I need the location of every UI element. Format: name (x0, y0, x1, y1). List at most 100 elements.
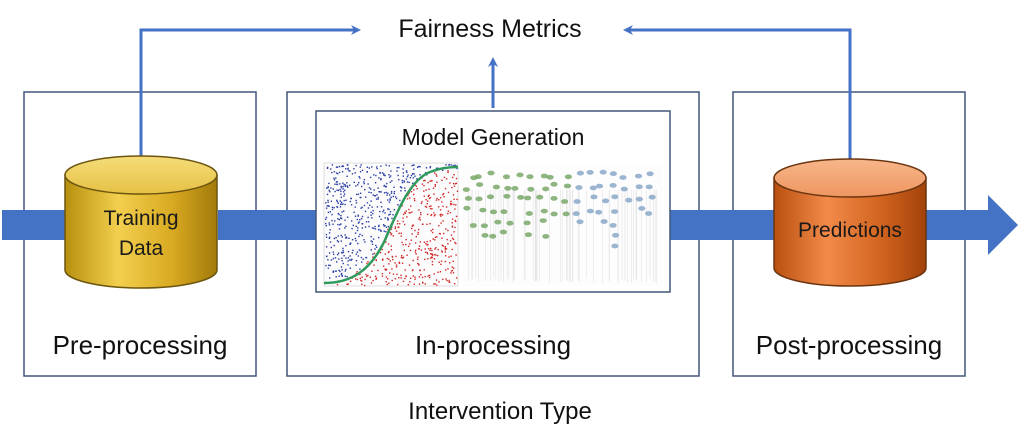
scatter-dot (456, 198, 458, 201)
scatter-dot (335, 270, 337, 272)
scatter-dot (434, 172, 436, 174)
scatter-dot (363, 179, 366, 181)
scatter-dot (430, 205, 432, 207)
scatter-dot (377, 198, 379, 200)
scatter-dot (376, 167, 378, 170)
scatter-dot (337, 212, 339, 215)
scatter-dot (339, 200, 341, 202)
scatter-dot (399, 199, 401, 202)
scatter-dot (375, 277, 378, 279)
scatter-dot (337, 252, 340, 254)
scatter-dot (389, 175, 392, 177)
scatter-dot (386, 217, 389, 219)
scatter-dot (455, 220, 457, 223)
scatter-dot (344, 270, 346, 272)
scatter-dot (393, 209, 396, 211)
scatter-dot (442, 278, 444, 281)
scatter-dot (395, 266, 398, 268)
scatter-dot (347, 167, 349, 170)
scatter-dot (420, 273, 422, 276)
scatter-dot (455, 242, 457, 245)
scatter-dot (340, 201, 343, 203)
scatter-dot (350, 259, 352, 261)
scatter-dot (444, 247, 446, 249)
scatter-dot (355, 264, 357, 266)
scatter-dot (431, 231, 434, 234)
tree-node (564, 174, 573, 180)
tree-node (638, 206, 646, 211)
scatter-dot (366, 202, 369, 204)
tree-node (646, 171, 654, 177)
tree-node (611, 194, 619, 200)
scatter-dot (353, 181, 355, 183)
scatter-dot (386, 194, 388, 196)
scatter-dot (379, 210, 381, 213)
scatter-dot (353, 211, 355, 213)
tree-node (542, 186, 550, 192)
tree-node (561, 199, 569, 204)
scatter-dot (440, 263, 442, 265)
scatter-dot (453, 174, 455, 176)
scatter-dot (402, 175, 404, 177)
tree-node (487, 170, 495, 176)
scatter-dot (420, 202, 423, 205)
scatter-dot (439, 197, 442, 199)
scatter-dot (442, 205, 444, 208)
scatter-dot (435, 173, 437, 176)
scatter-dot (375, 246, 378, 248)
scatter-dot (325, 218, 327, 220)
scatter-dot (385, 281, 387, 283)
scatter-dot (339, 224, 341, 226)
scatter-dot (404, 189, 406, 192)
scatter-dot (418, 209, 420, 211)
scatter-dot (332, 223, 334, 225)
scatter-dot (436, 236, 438, 238)
scatter-dot (425, 189, 427, 191)
scatter-dot (406, 176, 409, 178)
scatter-dot (351, 227, 353, 230)
scatter-dot (359, 177, 361, 179)
scatter-dot (366, 262, 368, 265)
scatter-dot (429, 276, 431, 279)
scatter-dot (325, 255, 328, 258)
tree-node (625, 197, 633, 203)
scatter-dot (426, 213, 429, 216)
scatter-dot (445, 278, 447, 280)
scatter-dot (394, 278, 397, 280)
scatter-dot (367, 183, 369, 185)
scatter-dot (351, 173, 354, 175)
scatter-dot (435, 279, 438, 281)
scatter-dot (418, 283, 421, 285)
scatter-dot (391, 268, 393, 270)
scatter-dot (423, 195, 425, 197)
scatter-dot (371, 270, 373, 272)
scatter-dot (386, 182, 388, 185)
scatter-dot (332, 257, 335, 260)
scatter-dot (401, 205, 403, 207)
scatter-dot (420, 213, 422, 216)
scatter-dot (374, 228, 377, 230)
scatter-dot (340, 217, 342, 219)
scatter-dot (437, 254, 439, 257)
scatter-dot (336, 240, 339, 242)
scatter-dot (448, 281, 450, 283)
scatter-dot (357, 214, 359, 216)
tree-node (573, 199, 581, 204)
scatter-dot (450, 234, 453, 236)
scatter-dot (375, 198, 378, 200)
scatter-dot (451, 269, 454, 272)
scatter-dot (351, 220, 353, 222)
scatter-dot (411, 164, 413, 167)
scatter-dot (331, 213, 333, 216)
scatter-dot (384, 253, 386, 255)
scatter-dot (440, 260, 443, 262)
flow-arrowhead (988, 195, 1018, 255)
scatter-dot (327, 186, 329, 189)
tree-node (635, 184, 643, 190)
scatter-dot (355, 240, 357, 242)
scatter-dot (452, 272, 455, 274)
scatter-dot (360, 280, 363, 282)
scatter-dot (353, 168, 355, 170)
scatter-dot (424, 248, 426, 250)
scatter-dot (453, 267, 455, 269)
